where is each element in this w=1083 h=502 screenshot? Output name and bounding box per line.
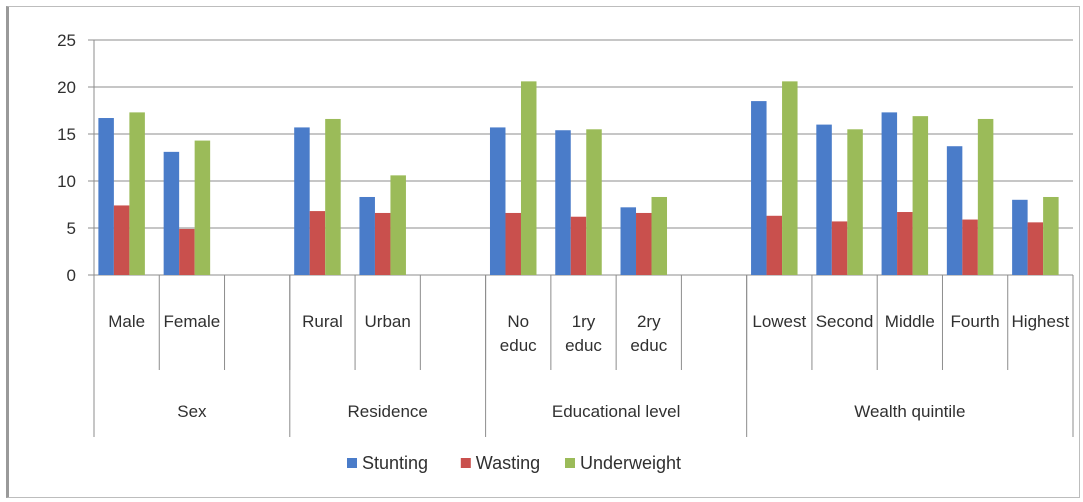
bar-wasting — [113, 205, 130, 275]
category-label-line: Fourth — [951, 312, 1000, 331]
category-label-line: 2ry — [637, 312, 661, 331]
legend-swatch — [347, 458, 357, 468]
y-tick-label: 20 — [57, 78, 76, 97]
group-label: Sex — [177, 402, 207, 421]
bar-wasting — [962, 219, 978, 275]
bar-stunting — [881, 112, 898, 275]
bar-underweight — [390, 175, 406, 275]
category-label-line: Second — [816, 312, 874, 331]
bar-underweight — [586, 129, 602, 275]
bar-underweight — [325, 118, 341, 276]
bar-underweight — [912, 116, 929, 275]
bar-wasting — [766, 215, 783, 275]
bar-wasting — [505, 212, 521, 275]
category-label-line: Highest — [1012, 312, 1070, 331]
category-label: Second — [816, 312, 874, 331]
bar-stunting — [294, 127, 310, 275]
bar-stunting — [620, 207, 637, 275]
y-tick-label: 5 — [67, 219, 76, 238]
category-label-line: Male — [108, 312, 145, 331]
category-label-line: No — [507, 312, 529, 331]
bar-underweight — [194, 140, 211, 275]
bar-wasting — [831, 221, 848, 275]
bar-stunting — [359, 196, 375, 275]
category-label-line: 1ry — [572, 312, 596, 331]
bar-underweight — [1043, 196, 1059, 275]
category-label: 1ry educ — [565, 312, 602, 355]
category-label-line: Urban — [365, 312, 411, 331]
category-label: Urban — [365, 312, 411, 331]
legend-label: Stunting — [362, 453, 428, 473]
category-label: Middle — [885, 312, 935, 331]
bar-underweight — [651, 196, 668, 275]
category-label: Fourth — [951, 312, 1000, 331]
category-label-line: Lowest — [752, 312, 806, 331]
bar-stunting — [816, 124, 832, 275]
category-label-line: Rural — [302, 312, 343, 331]
bar-wasting — [309, 211, 326, 275]
y-tick-label: 0 — [67, 266, 76, 285]
bar-wasting — [636, 212, 652, 275]
category-label: No educ — [500, 312, 537, 355]
bar-underweight — [520, 81, 537, 275]
category-label-line: Middle — [885, 312, 935, 331]
bar-stunting — [946, 146, 963, 275]
bar-stunting — [751, 101, 767, 275]
bar-stunting — [555, 130, 571, 275]
category-label: 2ry educ — [630, 312, 667, 355]
group-label: Wealth quintile — [854, 402, 965, 421]
bar-wasting — [1027, 222, 1044, 275]
category-label: Male — [108, 312, 145, 331]
bar-stunting — [98, 118, 114, 276]
bar-stunting — [1012, 199, 1028, 275]
legend-swatch — [460, 458, 471, 468]
bar-wasting — [897, 212, 913, 275]
category-label: Highest — [1012, 312, 1070, 331]
bar-underweight — [129, 112, 145, 275]
category-label: Female — [164, 312, 221, 331]
group-label: Residence — [348, 402, 428, 421]
chart-container: 0 5 10 15 20 25 Male Female Rural Urban No educ 1ry e… — [6, 6, 1080, 498]
y-tick-label: 25 — [57, 31, 76, 50]
legend-swatch — [565, 458, 575, 468]
y-tick-label: 15 — [57, 125, 76, 144]
group-label: Educational level — [552, 402, 681, 421]
bar-wasting — [179, 228, 195, 275]
y-tick-label: 10 — [57, 172, 76, 191]
category-label: Lowest — [752, 312, 806, 331]
bar-wasting — [374, 212, 391, 275]
bar-wasting — [570, 216, 587, 275]
bar-underweight — [977, 118, 994, 276]
category-label-line: educ — [565, 336, 602, 355]
bar-stunting — [489, 127, 506, 275]
legend-label: Wasting — [476, 453, 540, 473]
category-label-line: educ — [500, 336, 537, 355]
bar-chart: 0 5 10 15 20 25 Male Female Rural Urban No educ 1ry e… — [57, 31, 1074, 473]
legend-label: Underweight — [580, 453, 681, 473]
bar-underweight — [847, 129, 863, 275]
category-label-line: educ — [630, 336, 667, 355]
category-label: Rural — [302, 312, 343, 331]
bar-underweight — [782, 81, 798, 275]
bar-stunting — [163, 151, 180, 275]
category-label-line: Female — [164, 312, 221, 331]
